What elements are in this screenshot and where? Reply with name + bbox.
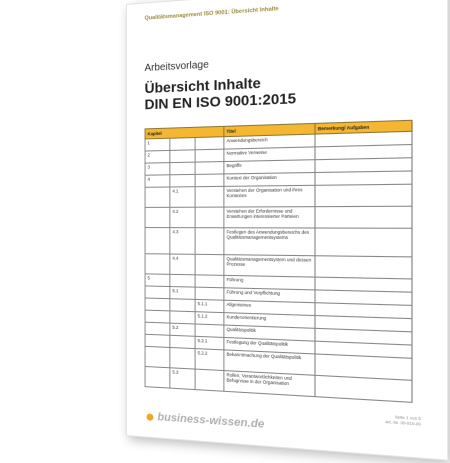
contents-table: Kapitel Titel Bemerkung/ Aufgaben 1 Anwen… (145, 120, 413, 403)
chapter-level1-cell (145, 298, 170, 311)
chapter-level3-cell: 5.1.1 (195, 299, 224, 312)
chapter-level1-cell (145, 366, 170, 388)
footer-meta: Seite 1 von 5 Art.-Nr. 00-019-00 (385, 414, 421, 427)
brand-dot-icon (147, 413, 154, 421)
chapter-level1-cell (145, 187, 170, 207)
chapter-level2-cell: 4.4 (170, 254, 195, 275)
chapter-level1-cell (145, 310, 170, 323)
chapter-level2-cell: 4.2 (170, 207, 195, 227)
remark-cell (315, 256, 412, 279)
chapter-level2-cell (170, 174, 195, 187)
table-body: 1 Anwendungsbereich 2 Normative Verweise 3 Be… (145, 131, 412, 402)
chapter-level3-cell (195, 275, 224, 288)
chapter-level2-cell: 4.3 (170, 228, 195, 255)
chapter-level1-cell: 2 (145, 150, 170, 163)
chapter-level1-cell: 5 (145, 274, 170, 287)
chapter-level2-cell: 5.3 (170, 368, 195, 390)
chapter-level1-cell (145, 254, 170, 275)
chapter-level3-cell (195, 137, 224, 150)
remark-cell (315, 228, 412, 257)
chapter-level3-cell (195, 369, 224, 391)
brand-logo: business-wissen.de (147, 410, 265, 431)
chapter-level1-cell (145, 346, 170, 367)
stage: Qualitätsmanagement ISO 9001: Übersicht … (0, 0, 450, 450)
chapter-level2-cell (170, 347, 195, 369)
chapter-level2-cell (170, 299, 195, 312)
chapter-level3-cell (195, 174, 224, 187)
document-label: Arbeitsvorlage (145, 59, 209, 74)
chapter-level3-cell (195, 186, 224, 207)
remark-cell (315, 206, 412, 228)
chapter-level2-cell (170, 150, 195, 163)
chapter-level1-cell (145, 322, 170, 335)
chapter-level3-cell (195, 207, 224, 228)
title-cell: Qualitätsmanagementsystem und dessen Pro… (224, 255, 315, 277)
chapter-level3-cell: 5.1.2 (195, 312, 224, 325)
document-page: Qualitätsmanagement ISO 9001: Übersicht … (126, 0, 448, 461)
chapter-level3-cell (195, 287, 224, 300)
chapter-level3-cell (195, 324, 224, 337)
table-row: 4.2 Verstehen der Erfordernisse und Erwar… (145, 206, 412, 228)
chapter-level1-cell (145, 207, 170, 227)
chapter-level1-cell (145, 334, 170, 347)
chapter-level3-cell (195, 254, 224, 275)
chapter-level3-cell: 5.2.2 (195, 349, 224, 371)
remark-cell (315, 184, 412, 206)
chapter-level1-cell (145, 286, 170, 299)
chapter-level2-cell: 5.1 (170, 287, 195, 300)
remark-cell (315, 375, 412, 402)
document-header: Qualitätsmanagement ISO 9001: Übersicht … (145, 6, 279, 22)
title-cell: Festlegen des Anwendungsbereichs des Qua… (224, 228, 315, 256)
chapter-level2-cell (170, 311, 195, 324)
title-cell: Verstehen der Erfordernisse und Erwartun… (224, 207, 315, 228)
chapter-level3-cell (195, 228, 224, 255)
chapter-level2-cell (170, 335, 195, 348)
title-cell: Rollen, Verantwortlichkeiten und Befugni… (224, 371, 315, 397)
chapter-level2-cell: 4.1 (170, 187, 195, 208)
chapter-level1-cell: 3 (145, 163, 170, 176)
chapter-level2-cell (170, 274, 195, 287)
chapter-level2-cell (170, 162, 195, 175)
chapter-level1-cell: 4 (145, 175, 170, 187)
chapter-level2-cell (170, 138, 195, 151)
chapter-level1-cell (145, 228, 170, 254)
chapter-level3-cell (195, 149, 224, 162)
remark-cell (315, 171, 412, 185)
table-row: 4.3 Festlegen des Anwendungsbereichs des … (145, 228, 412, 257)
table-row: 4.1 Verstehen der Organisation und ihres … (145, 184, 412, 207)
brand-text: business-wissen.de (157, 411, 264, 431)
title-cell: Verstehen der Organisation und ihres Kon… (224, 185, 315, 207)
title-cell: Kontext der Organisation (224, 173, 315, 187)
chapter-level1-cell: 1 (145, 138, 170, 151)
chapter-level3-cell (195, 162, 224, 175)
footer-number: Art.-Nr. 00-019-00 (385, 420, 421, 428)
chapter-level2-cell: 5.2 (170, 323, 195, 336)
